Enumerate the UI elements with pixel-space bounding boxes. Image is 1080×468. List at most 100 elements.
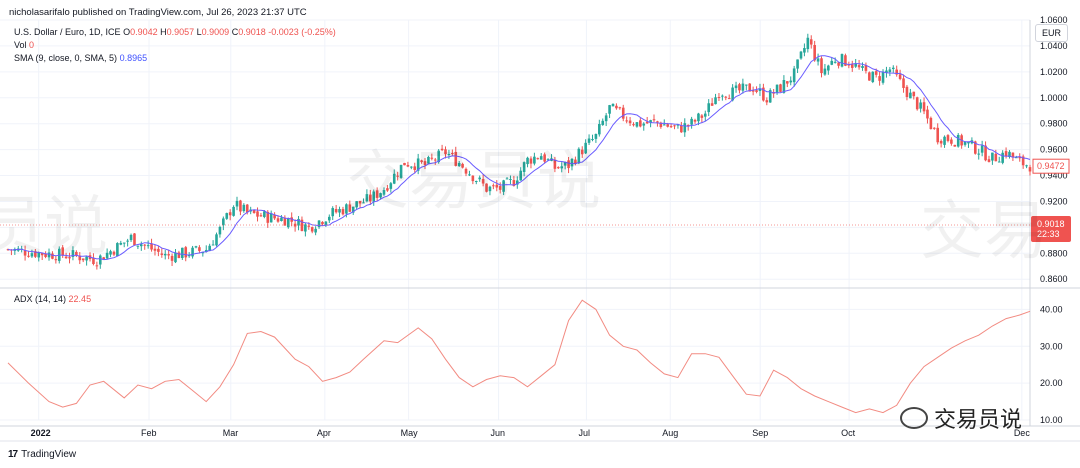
candle-body [891, 67, 895, 69]
candle-body [748, 83, 752, 92]
candle-body [680, 125, 683, 133]
candle-body [129, 234, 133, 241]
legend-symbol-row[interactable]: U.S. Dollar / Euro, 1D, ICE O0.9042 H0.9… [14, 27, 336, 37]
candle-body [181, 247, 184, 258]
candle-body [23, 250, 27, 256]
candle-body [762, 87, 765, 101]
candle-body [440, 148, 444, 151]
candle-body [779, 84, 782, 92]
candle-body [570, 158, 574, 167]
candle-body [915, 97, 919, 110]
price-tick-label: 1.0200 [1040, 67, 1068, 77]
price-tick-label: 0.8600 [1040, 274, 1068, 284]
candle-body [919, 102, 922, 109]
candle-body [519, 170, 523, 181]
candle-body [112, 251, 116, 255]
symbol-name[interactable]: U.S. Dollar / Euro, 1D, ICE [14, 27, 121, 37]
candle-body [116, 243, 119, 257]
candle-body [454, 151, 458, 166]
candle-body [604, 115, 608, 122]
legend-sma-row[interactable]: SMA (9, close, 0, SMA, 5) 0.8965 [14, 53, 147, 63]
vol-label[interactable]: Vol [14, 40, 27, 50]
candle-body [239, 200, 242, 212]
candle-body [932, 127, 936, 129]
candle-body [495, 184, 499, 188]
candle-body [580, 149, 584, 155]
candle-body [102, 257, 106, 260]
candle-body [963, 141, 967, 145]
candle-body [536, 158, 540, 160]
candle-body [211, 244, 215, 246]
candle-body [304, 224, 307, 232]
candle-body [444, 149, 447, 155]
candle-body [416, 158, 420, 171]
adx-value: 22.45 [68, 294, 92, 304]
sma-value: 0.8965 [119, 53, 148, 63]
sma-label[interactable]: SMA (9, close, 0, SMA, 5) [14, 53, 118, 63]
candle-body [844, 55, 847, 66]
candle-body [1028, 167, 1032, 172]
candle-body [201, 252, 205, 254]
candle-body [980, 145, 984, 153]
candle-body [594, 134, 598, 139]
candle-body [693, 119, 697, 122]
candle-body [464, 168, 468, 174]
candle-body [47, 252, 51, 258]
candle-body [922, 102, 926, 112]
candle-body [721, 95, 724, 97]
candle-body [51, 253, 54, 259]
candle-body [1008, 151, 1011, 157]
candle-body [396, 175, 399, 177]
currency-button[interactable]: EUR [1035, 24, 1068, 42]
candle-body [75, 251, 78, 256]
candle-body [334, 209, 338, 213]
candle-body [974, 141, 977, 154]
tradingview-brand[interactable]: 17 TradingView [8, 449, 76, 460]
candle-body [755, 90, 758, 92]
candle-body [902, 78, 905, 88]
candle-body [512, 180, 516, 186]
candle-body [864, 65, 868, 71]
candle-body [420, 160, 423, 163]
adx-tick-label: 30.00 [1040, 341, 1063, 351]
candle-body [659, 122, 663, 128]
candle-body [321, 221, 324, 225]
candle-body [666, 124, 669, 127]
candle-body [119, 242, 123, 245]
candle-body [423, 161, 427, 166]
candle-body [362, 202, 365, 204]
legend-adx-row[interactable]: ADX (14, 14) 22.45 [14, 294, 91, 304]
candle-body [345, 204, 348, 214]
adx-label[interactable]: ADX (14, 14) [14, 294, 67, 304]
candle-body [263, 211, 266, 217]
candle-body [997, 161, 1001, 163]
candle-body [806, 37, 810, 50]
adx-line [7, 299, 1031, 414]
candle-body [167, 254, 170, 256]
candle-body [351, 206, 355, 213]
adx-tick-label: 20.00 [1040, 378, 1063, 388]
candle-body [673, 125, 676, 127]
candle-body [170, 255, 174, 261]
candle-body [1025, 165, 1028, 167]
candle-body [126, 240, 129, 242]
candle-body [157, 248, 160, 252]
candle-body [293, 223, 297, 227]
legend-vol-row[interactable]: Vol 0 [14, 40, 34, 50]
candle-body [861, 66, 864, 68]
candle-body [539, 156, 543, 160]
candle-body [136, 245, 140, 247]
candle-body [98, 255, 102, 265]
candle-body [751, 90, 755, 92]
candle-body [939, 140, 943, 144]
candle-body [327, 216, 331, 221]
time-tick-label: Jul [578, 428, 590, 438]
candle-body [256, 211, 259, 217]
candle-body [478, 177, 481, 180]
candle-body [632, 124, 635, 126]
candle-body [403, 162, 406, 166]
candle-body [871, 71, 875, 83]
price-tick-label: 0.9800 [1040, 119, 1068, 129]
candle-body [310, 227, 314, 232]
